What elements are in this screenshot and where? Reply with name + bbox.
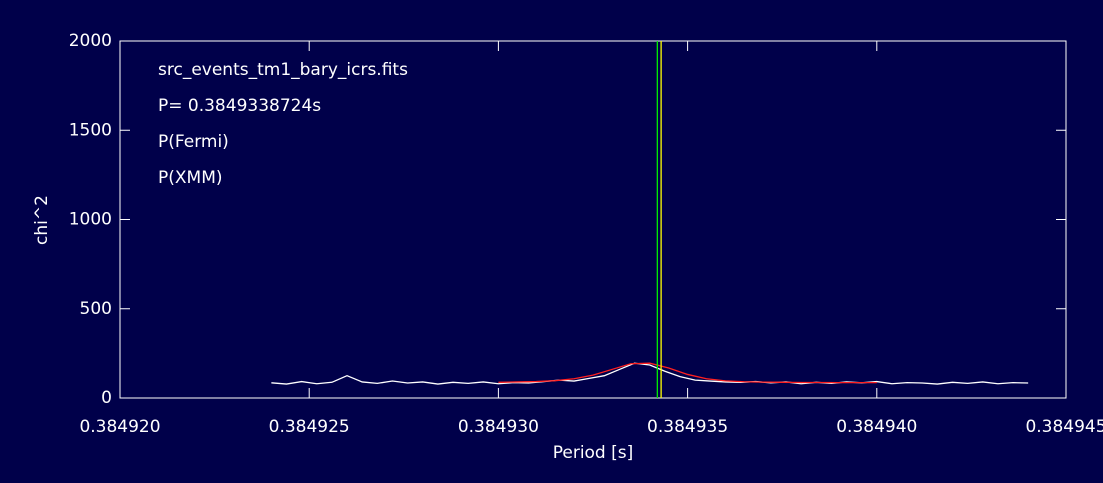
y-tick-label: 1500 [69,120,112,140]
y-tick-label: 0 [101,388,112,408]
y-tick-label: 2000 [69,31,112,51]
legend-entry: P(XMM) [158,168,223,188]
legend-entry: P= 0.3849338724s [158,96,321,116]
x-tick-label: 0.384920 [79,417,160,437]
series-line [271,362,1029,385]
legend-entry: P(Fermi) [158,132,229,152]
y-tick-label: 500 [80,299,112,319]
legend-entry: src_events_tm1_bary_icrs.fits [158,60,408,80]
x-tick-label: 0.384935 [647,417,728,437]
x-tick-label: 0.384945 [1025,417,1103,437]
y-tick-label: 1000 [69,210,112,230]
x-tick-label: 0.384930 [458,417,539,437]
x-tick-label: 0.384940 [836,417,917,437]
x-axis-label: Period [s] [553,443,634,463]
y-axis-label: chi^2 [32,195,52,245]
series-line [498,362,877,384]
x-tick-label: 0.384925 [269,417,350,437]
